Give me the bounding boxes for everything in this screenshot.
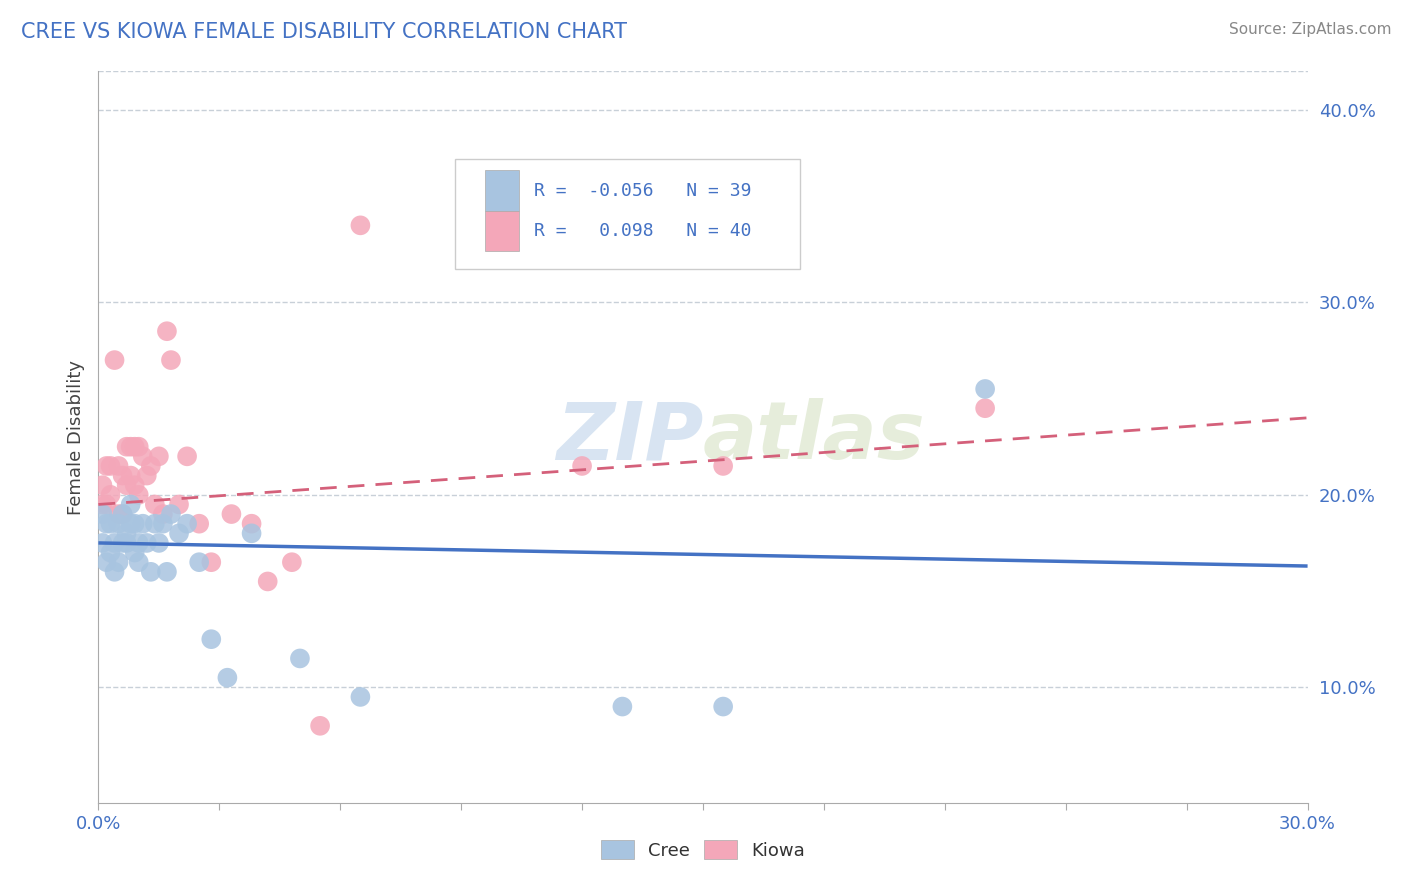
- Point: [91, 507, 114, 521]
- Point: [974, 401, 997, 416]
- Text: atlas: atlas: [703, 398, 925, 476]
- Point: [124, 516, 146, 531]
- Point: [132, 450, 155, 464]
- Point: [96, 516, 118, 531]
- Point: [711, 699, 734, 714]
- Text: ZIP: ZIP: [555, 398, 703, 476]
- Text: Source: ZipAtlas.com: Source: ZipAtlas.com: [1229, 22, 1392, 37]
- Point: [128, 440, 150, 454]
- Point: [281, 555, 304, 569]
- Point: [103, 565, 125, 579]
- Text: R =   0.098   N = 40: R = 0.098 N = 40: [534, 222, 751, 240]
- Point: [148, 450, 170, 464]
- Point: [111, 468, 134, 483]
- Point: [188, 516, 211, 531]
- Point: [124, 478, 146, 492]
- Point: [100, 516, 122, 531]
- Point: [156, 324, 179, 338]
- Point: [167, 526, 190, 541]
- Point: [711, 458, 734, 473]
- Point: [349, 219, 371, 233]
- Point: [115, 536, 138, 550]
- Point: [156, 565, 179, 579]
- Point: [256, 574, 278, 589]
- Point: [139, 565, 162, 579]
- Point: [120, 468, 142, 483]
- Point: [115, 526, 138, 541]
- Point: [115, 440, 138, 454]
- Point: [176, 450, 198, 464]
- Point: [974, 382, 997, 396]
- Point: [217, 671, 239, 685]
- Point: [148, 536, 170, 550]
- Point: [176, 516, 198, 531]
- Point: [135, 536, 157, 550]
- Point: [288, 651, 311, 665]
- Point: [309, 719, 332, 733]
- FancyBboxPatch shape: [456, 159, 800, 268]
- Point: [100, 458, 122, 473]
- Point: [107, 507, 129, 521]
- Point: [160, 353, 183, 368]
- Point: [167, 498, 190, 512]
- Point: [128, 488, 150, 502]
- Point: [143, 498, 166, 512]
- Text: CREE VS KIOWA FEMALE DISABILITY CORRELATION CHART: CREE VS KIOWA FEMALE DISABILITY CORRELAT…: [21, 22, 627, 42]
- Point: [120, 440, 142, 454]
- Point: [120, 516, 142, 531]
- FancyBboxPatch shape: [485, 211, 519, 251]
- Point: [200, 555, 222, 569]
- Point: [139, 458, 162, 473]
- Point: [240, 526, 263, 541]
- Point: [240, 516, 263, 531]
- Point: [160, 507, 183, 521]
- Point: [349, 690, 371, 704]
- Point: [571, 458, 593, 473]
- Point: [128, 536, 150, 550]
- Legend: Cree, Kiowa: Cree, Kiowa: [600, 840, 806, 860]
- Point: [103, 536, 125, 550]
- Text: R =  -0.056   N = 39: R = -0.056 N = 39: [534, 182, 751, 200]
- Point: [103, 353, 125, 368]
- Point: [107, 458, 129, 473]
- Point: [96, 498, 118, 512]
- Point: [143, 516, 166, 531]
- Point: [91, 478, 114, 492]
- Y-axis label: Female Disability: Female Disability: [66, 359, 84, 515]
- Point: [135, 468, 157, 483]
- Point: [96, 555, 118, 569]
- Point: [152, 507, 174, 521]
- Point: [100, 488, 122, 502]
- Point: [91, 498, 114, 512]
- Point: [120, 498, 142, 512]
- Point: [124, 545, 146, 559]
- FancyBboxPatch shape: [485, 170, 519, 211]
- Point: [128, 555, 150, 569]
- Point: [115, 478, 138, 492]
- Point: [152, 516, 174, 531]
- Point: [132, 516, 155, 531]
- Point: [221, 507, 243, 521]
- Point: [91, 536, 114, 550]
- Point: [107, 516, 129, 531]
- Point: [107, 555, 129, 569]
- Point: [124, 440, 146, 454]
- Point: [612, 699, 634, 714]
- Point: [111, 507, 134, 521]
- Point: [111, 536, 134, 550]
- Point: [200, 632, 222, 647]
- Point: [100, 545, 122, 559]
- Point: [96, 458, 118, 473]
- Point: [188, 555, 211, 569]
- Point: [111, 507, 134, 521]
